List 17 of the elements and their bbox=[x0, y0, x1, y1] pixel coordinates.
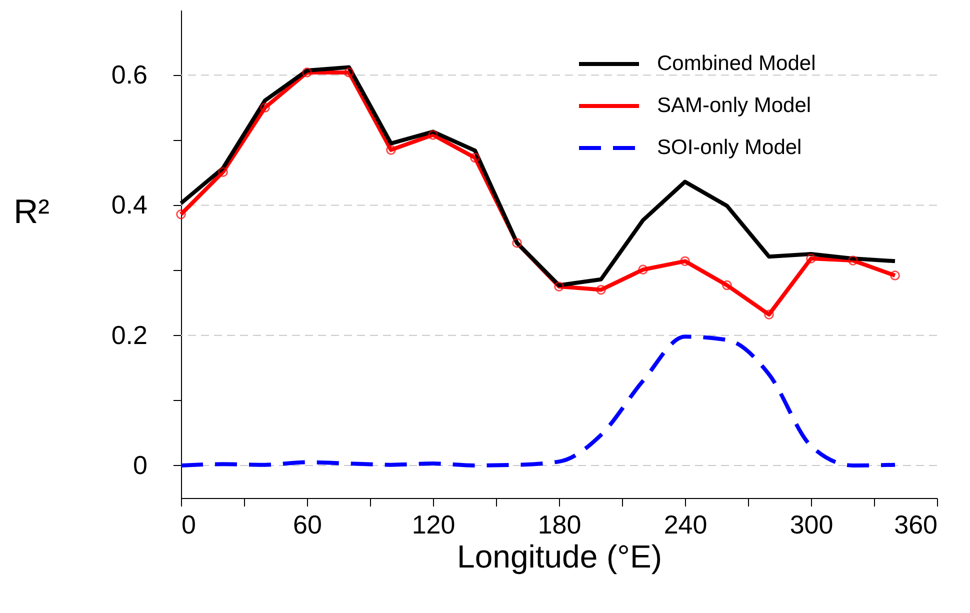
y-tick-label: 0.2 bbox=[111, 320, 148, 350]
legend-label: SOI-only Model bbox=[657, 136, 802, 159]
x-tick-label: 180 bbox=[538, 510, 582, 540]
x-tick-label: 120 bbox=[412, 510, 456, 540]
x-tick-label: 60 bbox=[293, 510, 322, 540]
legend-label: Combined Model bbox=[657, 52, 816, 75]
y-tick-label: 0.4 bbox=[111, 190, 148, 220]
y-tick-label: 0.6 bbox=[111, 60, 148, 90]
x-tick-label: 0 bbox=[182, 510, 196, 540]
y-axis-title: R² bbox=[14, 193, 50, 232]
x-tick-label: 240 bbox=[664, 510, 708, 540]
legend-label: SAM-only Model bbox=[657, 94, 812, 117]
x-axis-title: Longitude (°E) bbox=[457, 538, 662, 574]
line-series bbox=[179, 334, 897, 468]
y-tick-label: 0 bbox=[133, 450, 148, 480]
x-tick-label: 360 bbox=[894, 510, 938, 540]
x-tick-label: 300 bbox=[790, 510, 834, 540]
